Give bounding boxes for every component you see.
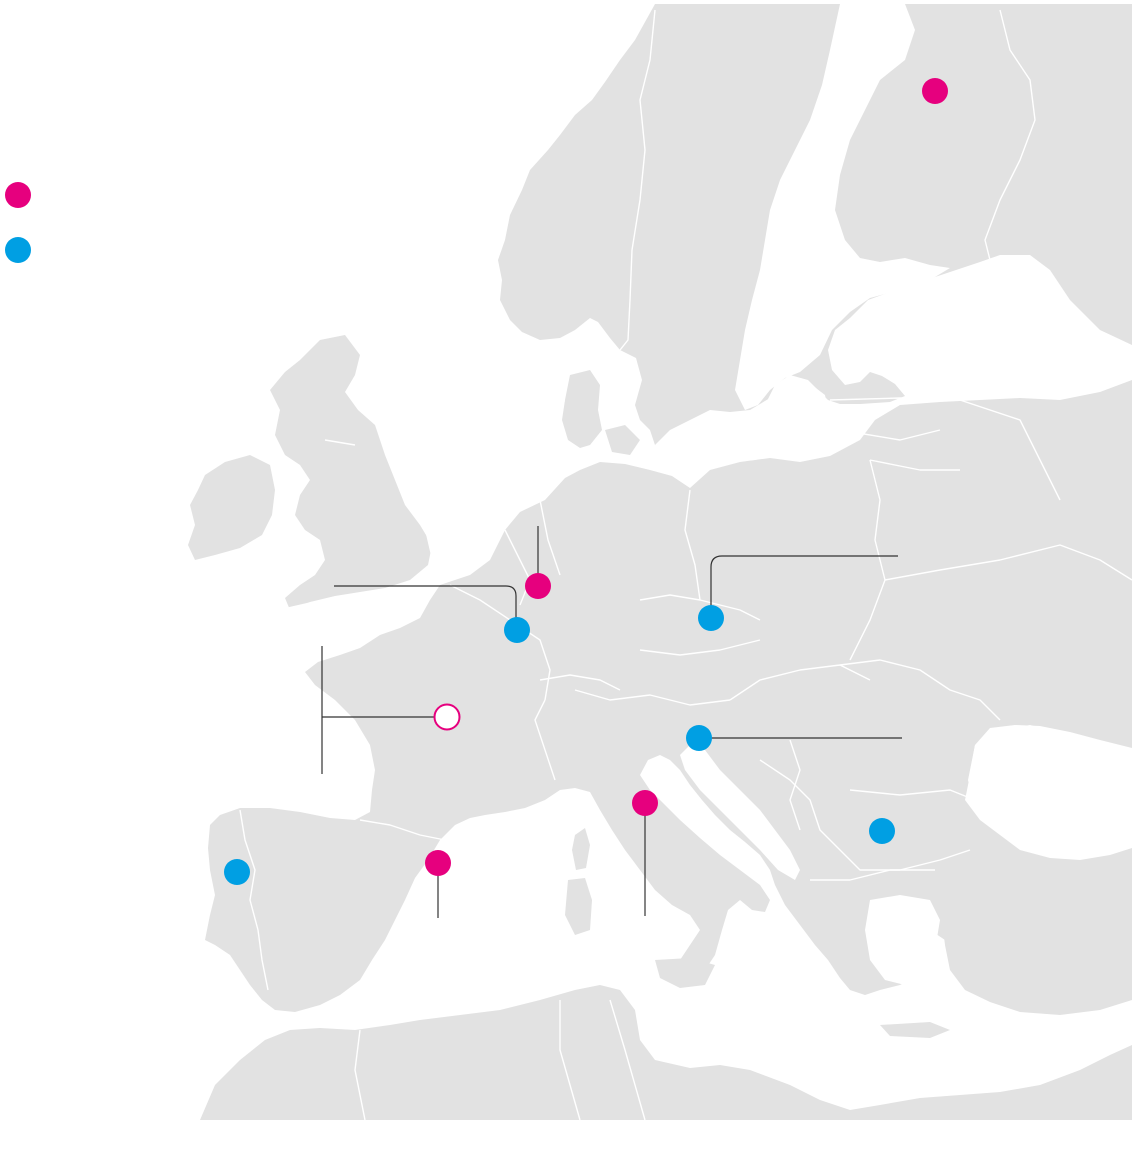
- border-france-spain: [359, 819, 446, 841]
- leader-czech: [710, 555, 898, 617]
- marker-finland[interactable]: [922, 78, 948, 104]
- marker-france-north[interactable]: [504, 617, 530, 643]
- border-serbia: [789, 739, 801, 831]
- border-romania: [839, 659, 1001, 721]
- border-germany-czech: [639, 594, 761, 621]
- land-sicily: [655, 958, 715, 988]
- sea-channel: [285, 588, 428, 650]
- land-turkey: [940, 870, 1132, 1015]
- markers: [224, 78, 948, 885]
- marker-czech[interactable]: [698, 605, 724, 631]
- border-sweden-finland: [829, 7, 871, 61]
- border-france-italy: [534, 699, 556, 781]
- border-baltics: [829, 397, 1061, 501]
- border-poland-belarus: [849, 459, 886, 661]
- marker-spain-northeast[interactable]: [425, 850, 451, 876]
- border-spain-portugal: [239, 809, 269, 991]
- marker-france-central[interactable]: [433, 703, 461, 731]
- sea-gulf-of-bothnia: [735, 4, 950, 410]
- marker-portugal-north[interactable]: [224, 859, 250, 885]
- seas: [260, 4, 1132, 985]
- country-borders: [239, 7, 1132, 1121]
- border-finland-russia: [984, 9, 1036, 261]
- sea-north-sea: [392, 375, 575, 575]
- leader-france-north: [334, 585, 517, 629]
- border-benelux: [504, 499, 561, 606]
- marker-italy-central[interactable]: [632, 790, 658, 816]
- sea-adriatic: [680, 745, 800, 880]
- land-great-britain: [270, 335, 432, 610]
- border-greece: [810, 869, 935, 881]
- border-austria-italy: [574, 689, 731, 706]
- border-czech-austria: [639, 639, 761, 656]
- land-corsica: [572, 828, 590, 870]
- legend-pink-swatch: [5, 182, 31, 208]
- border-germany-poland: [684, 489, 701, 601]
- legend: [5, 182, 31, 263]
- land-crete: [880, 1022, 950, 1038]
- border-balkans: [759, 759, 971, 871]
- border-switzerland: [539, 674, 621, 691]
- border-uk-scotland: [324, 439, 356, 446]
- land-ireland: [188, 455, 275, 560]
- legend-blue-swatch: [5, 237, 31, 263]
- border-north-africa: [354, 999, 646, 1121]
- sea-baltic: [655, 382, 828, 480]
- land-sardinia: [565, 878, 592, 935]
- marker-bulgaria[interactable]: [869, 818, 895, 844]
- sea-aegean: [865, 895, 940, 985]
- border-baltic-inner: [839, 429, 960, 471]
- land-continent: [205, 380, 1132, 1012]
- sea-black-sea: [968, 725, 1132, 855]
- border-ukraine: [884, 544, 1132, 581]
- border-bulgaria: [849, 789, 976, 801]
- border-norway-sweden: [619, 9, 656, 351]
- border-hungary: [729, 664, 871, 701]
- land-north-africa: [200, 985, 1132, 1120]
- marker-belgium-north[interactable]: [525, 573, 551, 599]
- land-denmark: [562, 370, 640, 455]
- sea-biscay: [260, 680, 362, 812]
- marker-slovenia[interactable]: [686, 725, 712, 751]
